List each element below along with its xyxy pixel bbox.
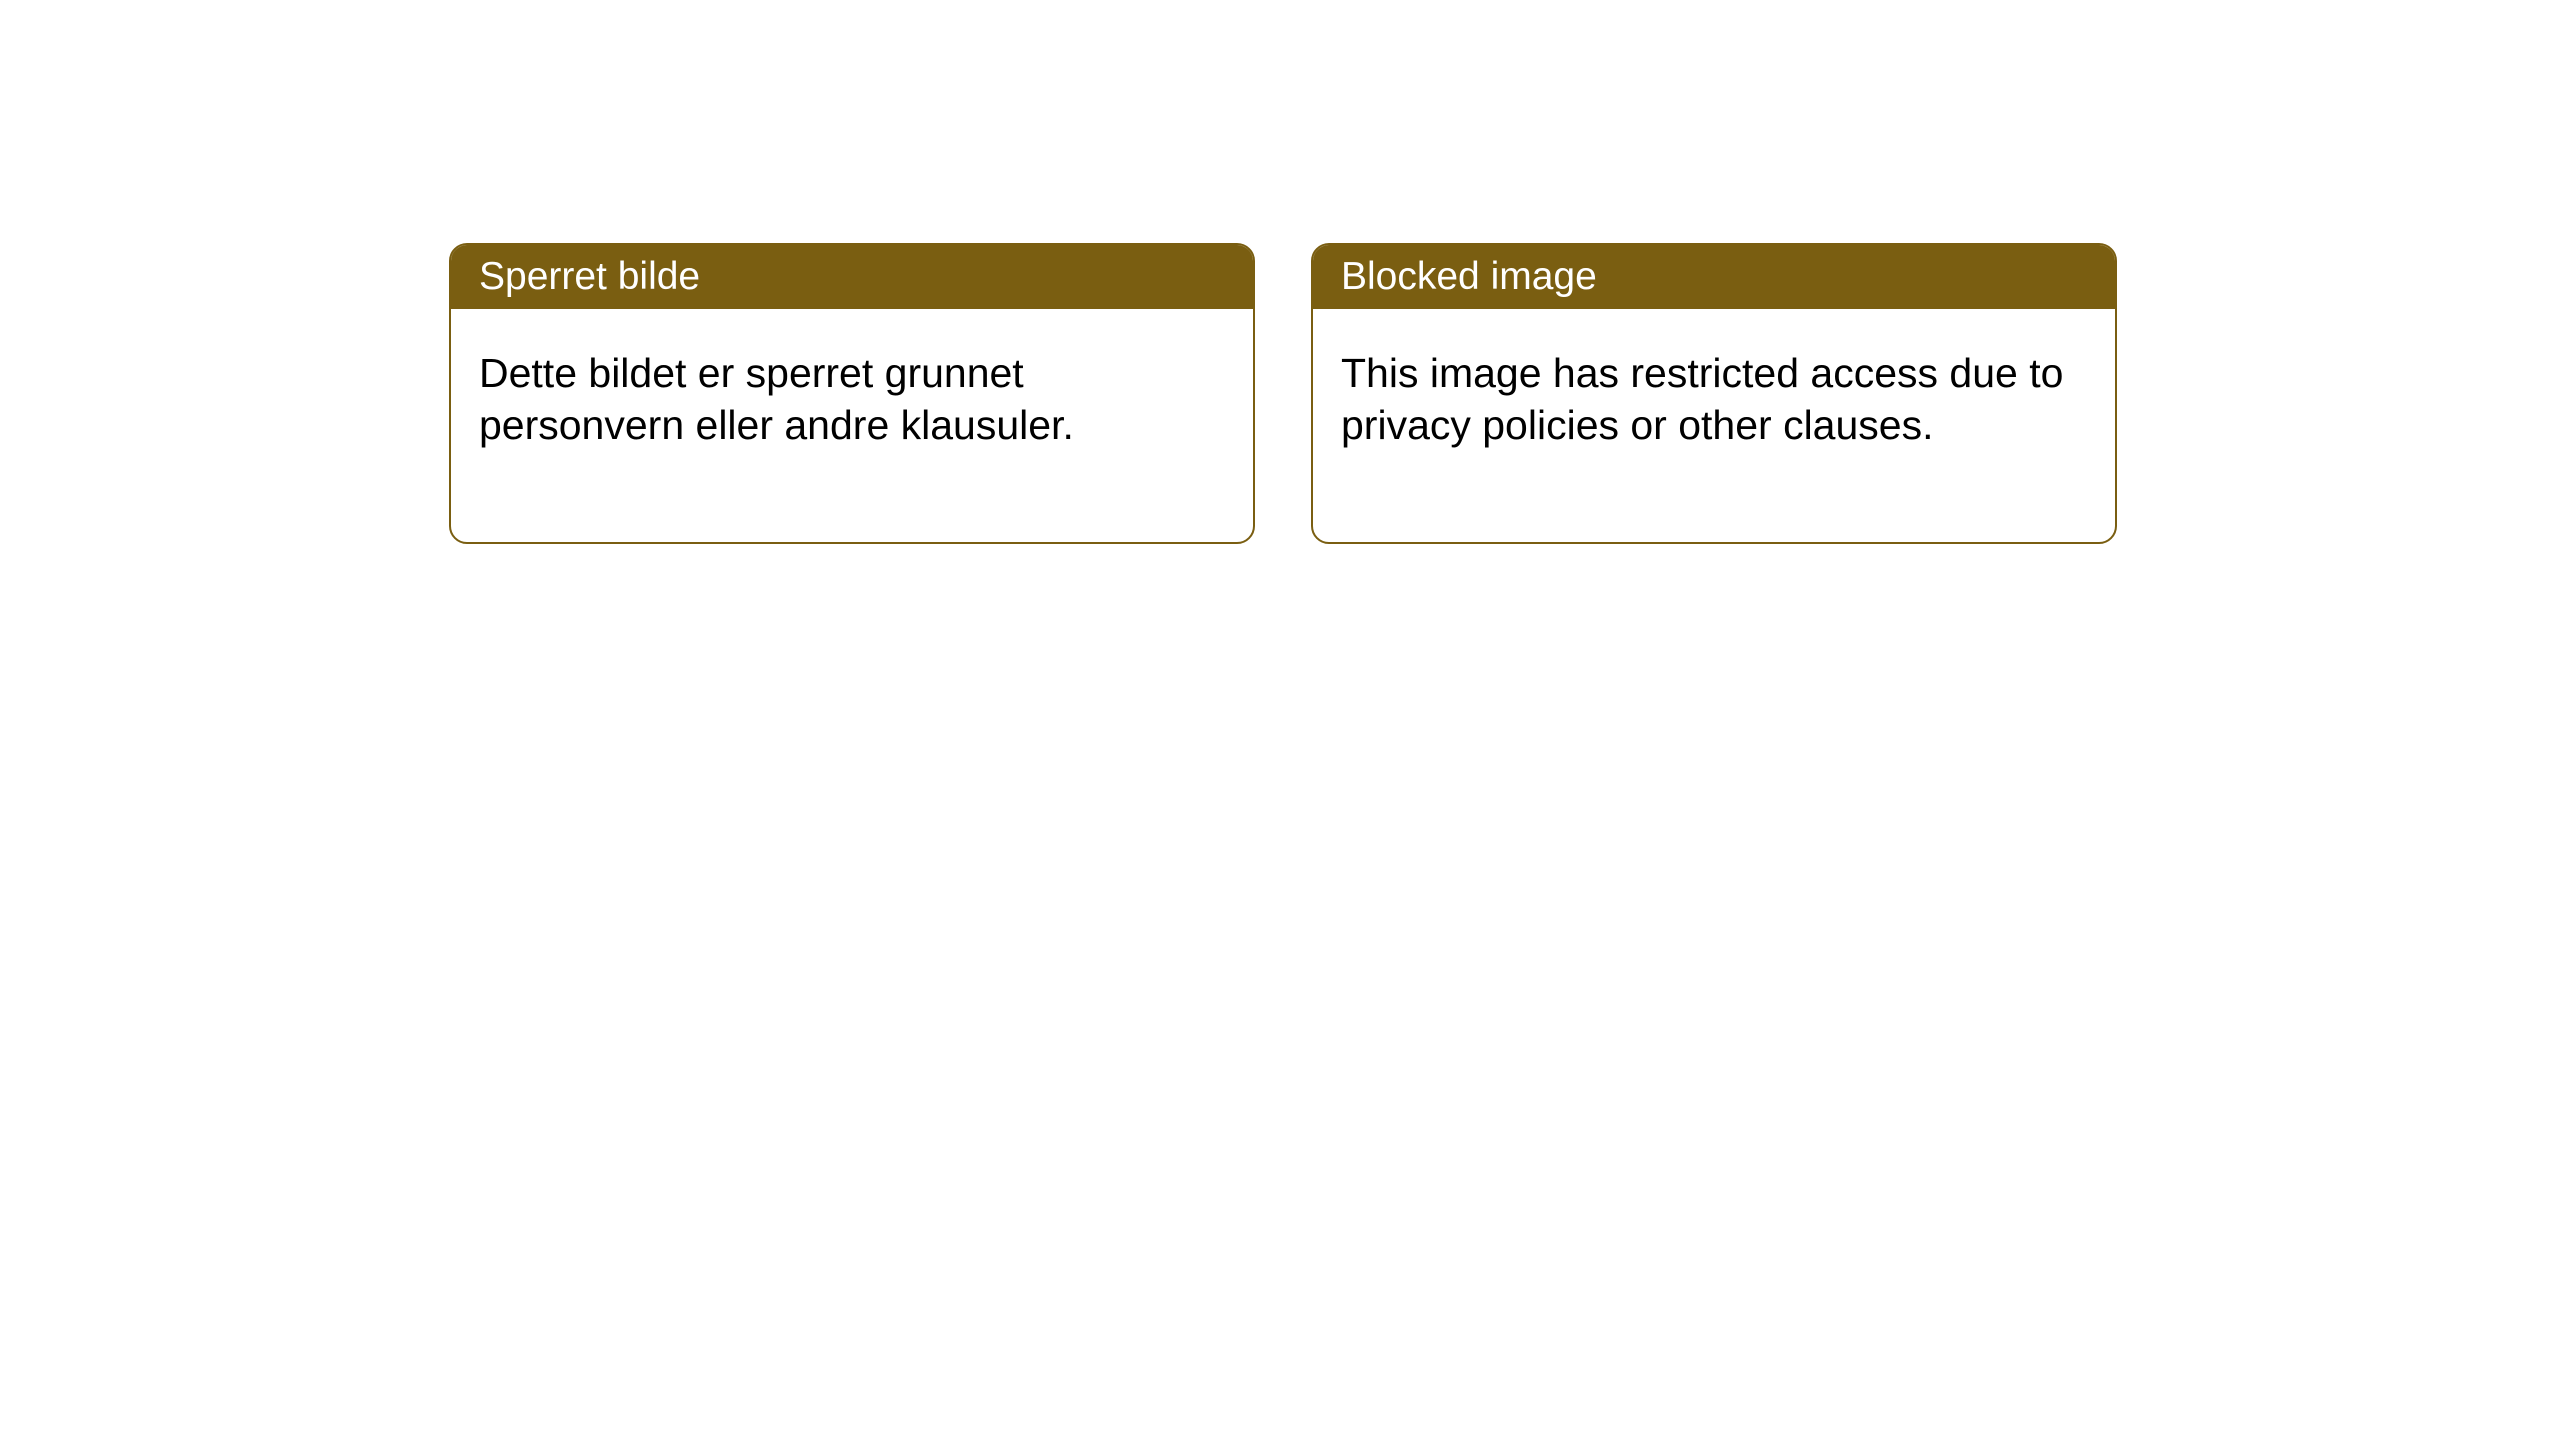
notice-card-en: Blocked image This image has restricted … xyxy=(1311,243,2117,544)
card-header: Blocked image xyxy=(1313,245,2115,309)
card-body: This image has restricted access due to … xyxy=(1313,309,2115,542)
notice-container: Sperret bilde Dette bildet er sperret gr… xyxy=(0,0,2560,544)
notice-card-no: Sperret bilde Dette bildet er sperret gr… xyxy=(449,243,1255,544)
card-header: Sperret bilde xyxy=(451,245,1253,309)
card-body: Dette bildet er sperret grunnet personve… xyxy=(451,309,1253,542)
